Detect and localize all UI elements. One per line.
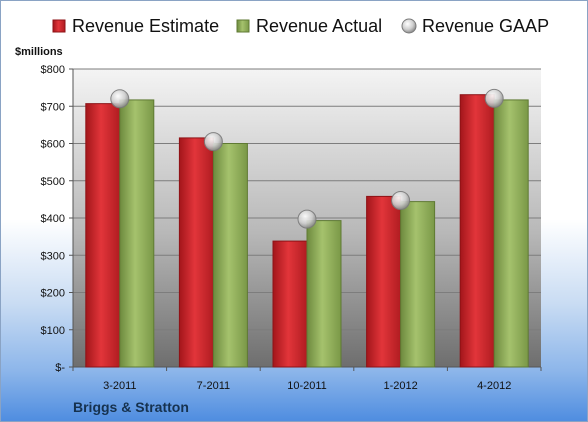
y-tick-label: $400 xyxy=(41,213,65,225)
y-tick-label: $300 xyxy=(41,250,65,262)
y-tick-label: $500 xyxy=(41,176,65,188)
y-tick-label: $800 xyxy=(41,64,65,76)
bar-revenue-actual xyxy=(493,99,529,368)
y-tick-label: $200 xyxy=(41,288,65,300)
bar-revenue-actual xyxy=(119,99,155,368)
y-axis-unit-label: $millions xyxy=(15,46,63,58)
y-tick-label: $100 xyxy=(41,325,65,337)
legend-swatch-revenue-actual xyxy=(236,19,250,33)
bar-revenue-estimate xyxy=(459,94,495,368)
bar-revenue-estimate xyxy=(178,137,214,368)
x-tick-label: 7-2011 xyxy=(197,380,230,392)
marker-revenue-gaap xyxy=(203,132,223,152)
bar-revenue-actual xyxy=(400,201,436,368)
y-tick-label: $- xyxy=(55,362,65,374)
bar-revenue-actual xyxy=(306,220,342,368)
legend-swatch-revenue-estimate xyxy=(52,19,66,33)
x-tick-label: 10-2011 xyxy=(287,380,327,392)
marker-revenue-gaap xyxy=(297,209,317,229)
marker-revenue-gaap xyxy=(484,88,504,108)
bar-revenue-actual xyxy=(212,143,248,368)
y-tick-label: $700 xyxy=(41,101,65,113)
legend-label: Revenue Estimate xyxy=(72,16,219,36)
marker-revenue-gaap xyxy=(110,89,130,109)
legend-swatch-revenue-gaap xyxy=(401,18,417,34)
legend-label: Revenue GAAP xyxy=(422,16,549,36)
legend-label: Revenue Actual xyxy=(256,16,382,36)
marker-revenue-gaap xyxy=(391,190,411,210)
bar-revenue-estimate xyxy=(366,195,402,368)
y-tick-label: $600 xyxy=(41,139,65,151)
x-tick-label: 4-2012 xyxy=(477,380,511,392)
x-tick-label: 3-2011 xyxy=(103,380,136,392)
bar-revenue-estimate xyxy=(272,240,308,368)
company-label: Briggs & Stratton xyxy=(73,399,189,415)
x-tick-label: 1-2012 xyxy=(383,380,417,392)
bar-revenue-estimate xyxy=(85,103,121,368)
